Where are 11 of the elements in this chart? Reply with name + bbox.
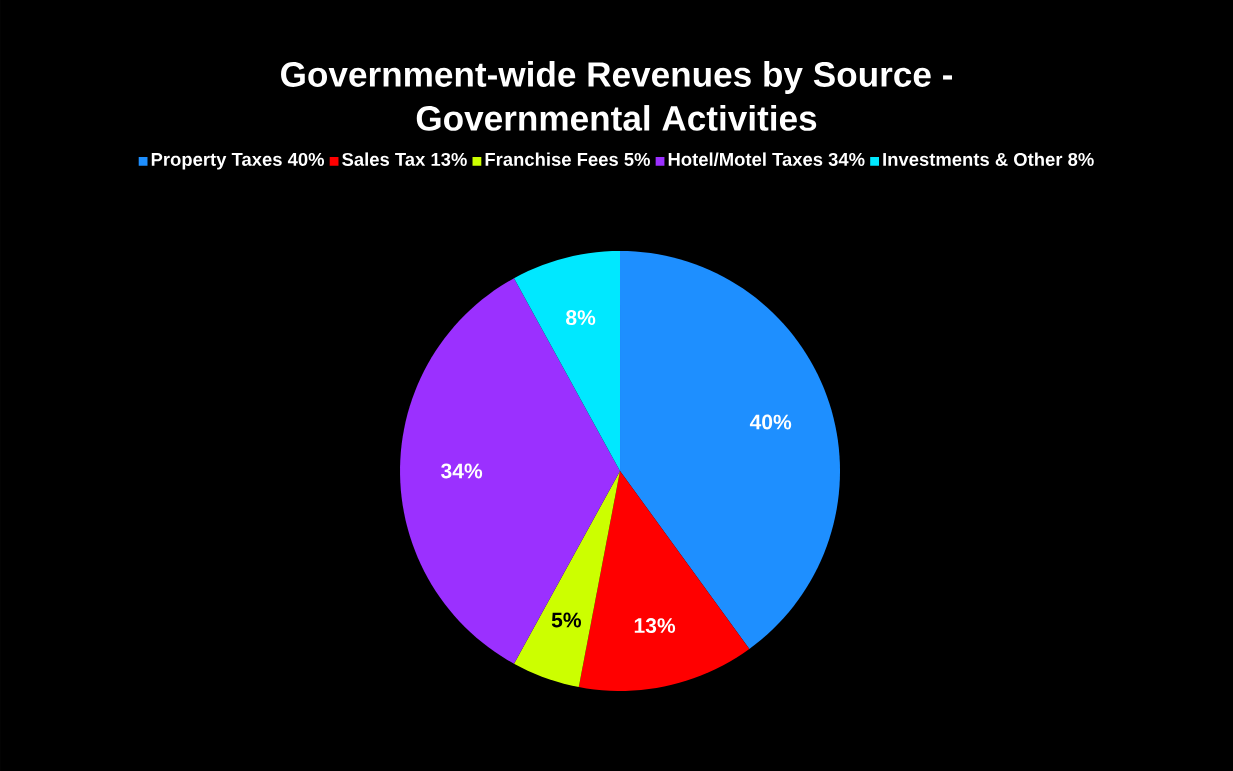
legend-label: Hotel/Motel Taxes 34% [668,152,865,167]
data-label: 40% [749,414,792,430]
chart-title: Government-wide Revenues by Source - Governmental Activities [281,61,952,131]
data-label: 8% [566,310,596,326]
legend-label: Property Taxes 40% [151,152,325,170]
data-label: 34% [441,463,483,479]
data-label: 13% [634,618,676,634]
legend-label: Franchise Fees 5% [485,152,650,166]
legend-label: Investments & Other 8% [883,152,1094,166]
data-label: 5% [551,612,582,628]
legend-label: Sales Tax 13% [342,152,467,166]
